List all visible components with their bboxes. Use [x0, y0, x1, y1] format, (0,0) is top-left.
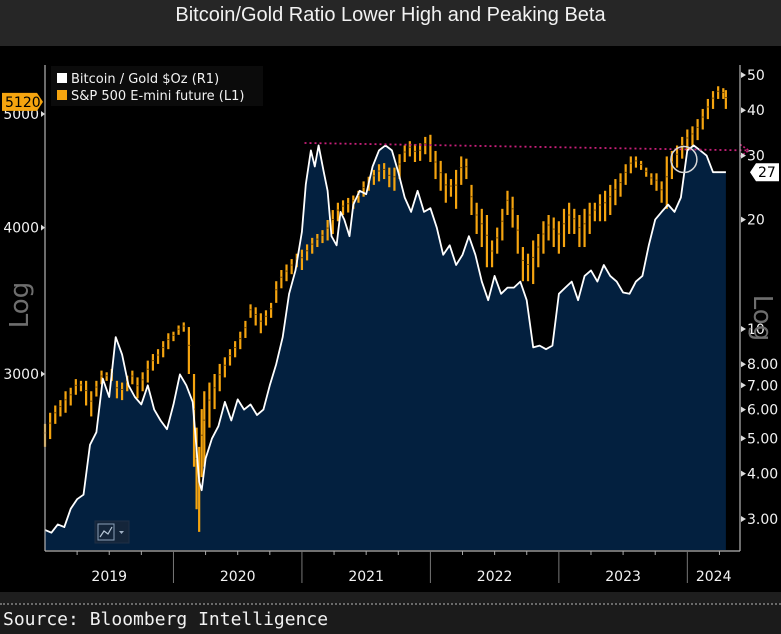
line-chart-icon[interactable] [97, 523, 115, 541]
right-tick-label: 3.00 [747, 512, 778, 528]
left-tick-label: 4000 [3, 221, 39, 237]
legend-label: S&P 500 E-mini future (L1) [71, 89, 244, 104]
right-tick-label: 7.00 [747, 378, 778, 394]
line-chart-glyph [99, 526, 113, 538]
left-tick-label: 3000 [3, 367, 39, 383]
right-tick-mark [741, 516, 746, 522]
right-tick-label: 20 [747, 213, 765, 229]
right-tick-mark [741, 107, 746, 114]
left-tick-mark [41, 224, 45, 231]
right-tick-label: 4.00 [747, 467, 778, 483]
right-tick-label: 40 [747, 103, 765, 119]
left-last-value-badge [2, 92, 43, 111]
chart-panel: 3000 4000 5000 3.00 4.00 5.00 6.00 7.00 8.00 10 20… [0, 46, 781, 592]
highlight-circle [670, 145, 698, 174]
x-tick-label: 2022 [477, 569, 513, 585]
right-tick-label: 8.00 [747, 357, 778, 373]
right-tick-mark [741, 72, 746, 78]
legend-swatch [57, 90, 67, 100]
legend-label: Bitcoin / Gold $Oz (R1) [71, 72, 219, 87]
chart-title: Bitcoin/Gold Ratio Lower High and Peakin… [175, 4, 606, 26]
chart-svg: 3000 4000 5000 3.00 4.00 5.00 6.00 7.00 8.00 10 20… [2, 65, 779, 585]
left-tick-mark [41, 111, 45, 117]
left-axis-title: Log [5, 282, 35, 328]
right-tick-mark [741, 216, 746, 223]
bitcoin-gold-area [45, 145, 726, 550]
right-tick-label: 10 [747, 322, 765, 338]
x-tick-label: 2024 [696, 569, 732, 585]
x-tick-label: 2020 [220, 569, 256, 585]
right-tick-label: 30 [747, 149, 765, 165]
right-tick-label: 6.00 [747, 403, 778, 419]
source-label: Source: Bloomberg Intelligence [3, 609, 329, 630]
left-last-value-text: 5120 [5, 95, 41, 111]
right-tick-mark [741, 435, 746, 442]
right-tick-mark [741, 325, 746, 332]
chart-type-control[interactable] [94, 520, 130, 544]
bitcoin-gold-line [44, 144, 726, 534]
chevron-down-icon[interactable] [119, 531, 124, 534]
right-last-value-text: 27 [758, 165, 776, 181]
left-tick-label: 5000 [3, 107, 39, 123]
right-tick-mark [741, 361, 746, 368]
right-tick-label: 5.00 [747, 431, 778, 447]
right-tick-mark [741, 470, 746, 477]
title-bar: Bitcoin/Gold Ratio Lower High and Peakin… [0, 0, 781, 46]
right-axis-title: Log [747, 295, 777, 341]
footer: Source: Bloomberg Intelligence [0, 603, 781, 634]
legend-box [51, 66, 263, 106]
right-last-value-badge [750, 163, 779, 182]
right-tick-mark [741, 382, 746, 389]
right-tick-mark [741, 152, 746, 159]
right-tick-label: 50 [747, 68, 765, 84]
x-tick-label: 2023 [605, 569, 641, 585]
legend-swatch [57, 73, 67, 83]
x-tick-label: 2019 [91, 569, 127, 585]
x-tick-label: 2021 [348, 569, 384, 585]
right-tick-mark [741, 406, 746, 413]
left-tick-mark [41, 371, 45, 377]
